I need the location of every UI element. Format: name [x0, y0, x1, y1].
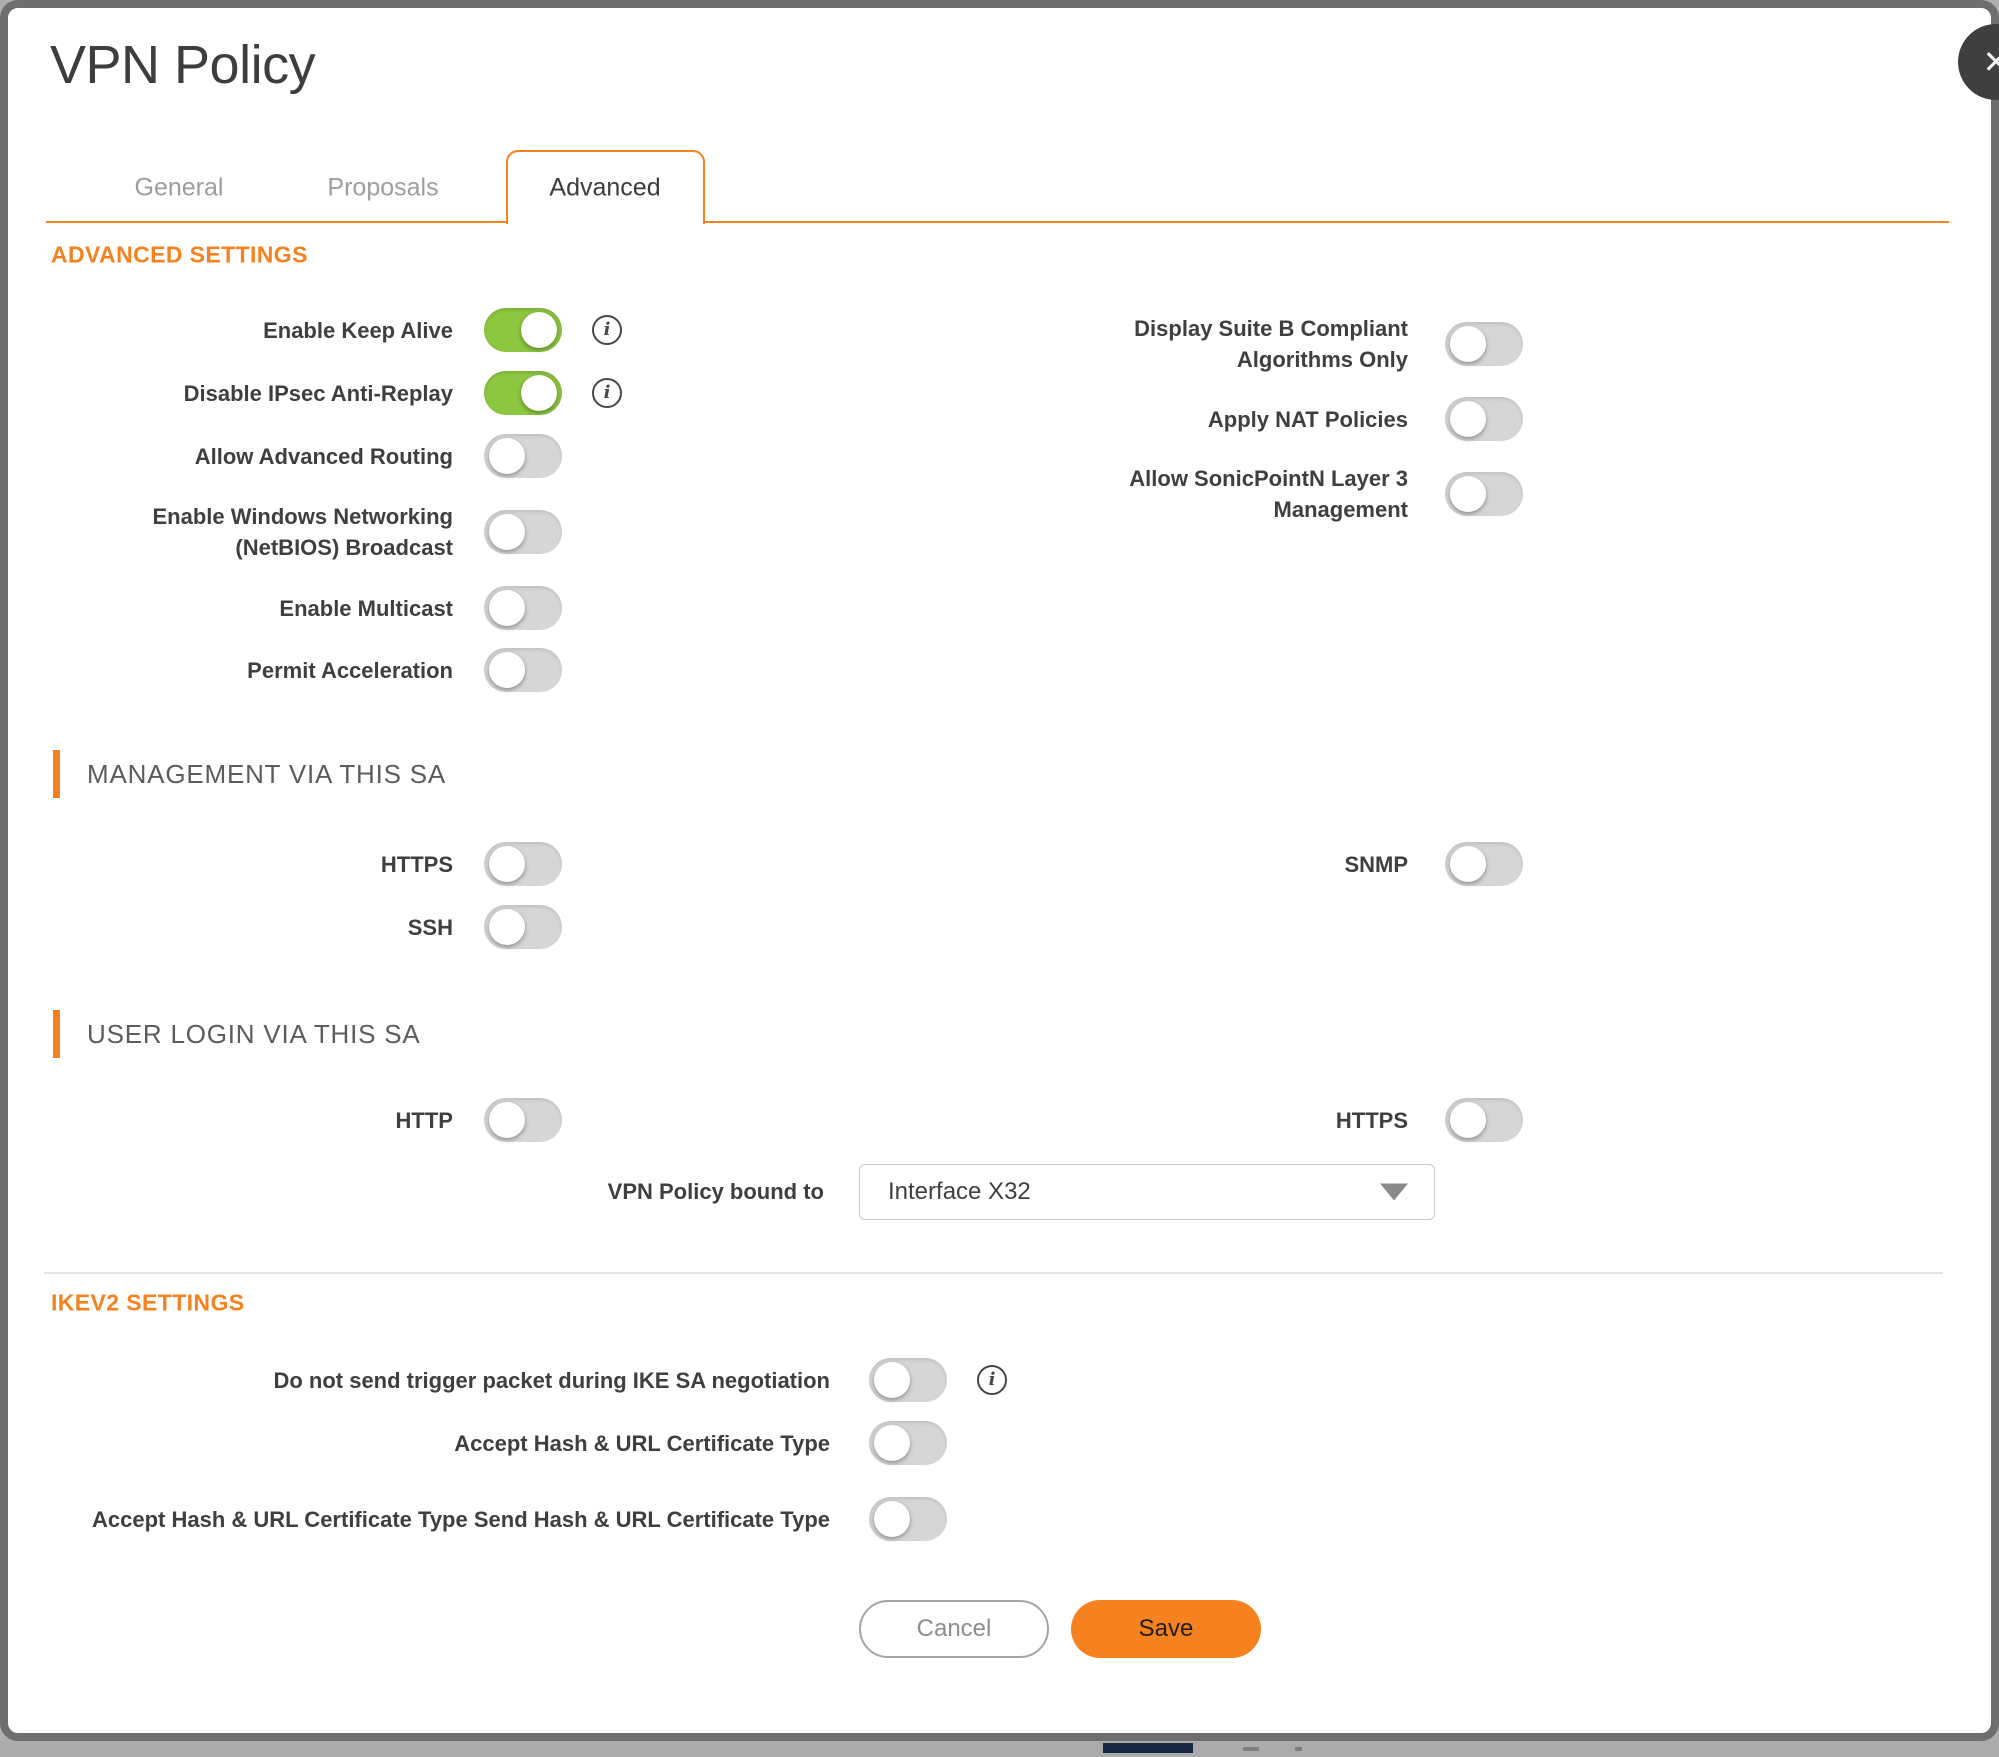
row-user-login-https: HTTPS: [1048, 1098, 1523, 1142]
row-management-https: HTTPS: [48, 842, 562, 886]
row-label: Display Suite B Compliant Algorithms Onl…: [1134, 316, 1408, 372]
save-button[interactable]: Save: [1071, 1600, 1261, 1658]
chevron-down-icon: [1380, 1183, 1408, 1201]
background-page-artifact: [1103, 1743, 1193, 1753]
row-suite-b-compliant: Display Suite B Compliant Algorithms Onl…: [1048, 313, 1523, 375]
row-enable-multicast: Enable Multicast: [48, 586, 562, 630]
tab-general[interactable]: General: [134, 173, 224, 202]
row-label: Allow SonicPointN Layer 3 Management: [1129, 466, 1408, 522]
row-label: Permit Acceleration: [247, 657, 453, 683]
section-accent-bar: [53, 750, 60, 798]
advanced-settings-heading: ADVANCED SETTINGS: [51, 241, 308, 268]
row-ike-no-trigger-packet: Do not send trigger packet during IKE SA…: [48, 1358, 1007, 1402]
toggle-accept-hash-url-cert[interactable]: [869, 1421, 947, 1465]
toggle-apply-nat-policies[interactable]: [1445, 397, 1523, 441]
section-divider: [44, 1272, 1943, 1274]
row-permit-acceleration: Permit Acceleration: [48, 648, 562, 692]
toggle-user-login-https[interactable]: [1445, 1098, 1523, 1142]
row-label: Accept Hash & URL Certificate Type Send …: [92, 1506, 830, 1532]
row-label: HTTP: [395, 1107, 453, 1133]
row-label: Do not send trigger packet during IKE SA…: [273, 1367, 830, 1393]
background-page-strip: [0, 1741, 1999, 1757]
toggle-management-ssh[interactable]: [484, 905, 562, 949]
toggle-enable-multicast[interactable]: [484, 586, 562, 630]
row-allow-advanced-routing: Allow Advanced Routing: [48, 434, 562, 478]
row-label: Disable IPsec Anti-Replay: [183, 380, 453, 406]
row-label: HTTPS: [380, 851, 453, 877]
row-label: HTTPS: [1335, 1107, 1408, 1133]
toggle-disable-ipsec-anti-replay[interactable]: [484, 371, 562, 415]
row-label: Accept Hash & URL Certificate Type: [454, 1430, 830, 1456]
toggle-accept-send-hash-url-cert[interactable]: [869, 1497, 947, 1541]
toggle-management-https[interactable]: [484, 842, 562, 886]
info-icon[interactable]: i: [592, 315, 622, 345]
row-user-login-http: HTTP: [48, 1098, 562, 1142]
toggle-management-snmp[interactable]: [1445, 842, 1523, 886]
toggle-suite-b-compliant[interactable]: [1445, 322, 1523, 366]
ikev2-settings-heading: IKEV2 SETTINGS: [51, 1289, 245, 1316]
page-title: VPN Policy: [50, 35, 316, 95]
row-apply-nat-policies: Apply NAT Policies: [1048, 397, 1523, 441]
row-management-snmp: SNMP: [1048, 842, 1523, 886]
row-accept-send-hash-url-cert: Accept Hash & URL Certificate Type Send …: [48, 1497, 947, 1541]
row-label: Enable Windows Networking (NetBIOS) Broa…: [152, 504, 454, 560]
toggle-user-login-http[interactable]: [484, 1098, 562, 1142]
row-label: Enable Multicast: [279, 595, 453, 621]
tab-bar-underline: [46, 221, 1949, 223]
row-netbios-broadcast: Enable Windows Networking (NetBIOS) Broa…: [48, 501, 562, 563]
row-label: SSH: [407, 914, 453, 940]
row-sonicpointn-layer3: Allow SonicPointN Layer 3 Management: [1048, 463, 1523, 525]
row-label: Apply NAT Policies: [1207, 406, 1408, 432]
cancel-button[interactable]: Cancel: [859, 1600, 1049, 1658]
row-enable-keep-alive: Enable Keep Alive i: [48, 308, 622, 352]
management-sa-heading: MANAGEMENT VIA THIS SA: [53, 750, 446, 798]
toggle-permit-acceleration[interactable]: [484, 648, 562, 692]
row-accept-hash-url-cert: Accept Hash & URL Certificate Type: [48, 1421, 947, 1465]
tab-proposals[interactable]: Proposals: [327, 173, 439, 202]
row-label: Enable Keep Alive: [263, 317, 453, 343]
row-label: Allow Advanced Routing: [194, 443, 453, 469]
vpn-policy-bound-to-label: VPN Policy bound to: [607, 1179, 824, 1204]
background-page-artifact: [1243, 1747, 1259, 1751]
tab-advanced[interactable]: Advanced: [549, 173, 661, 202]
toggle-allow-advanced-routing[interactable]: [484, 434, 562, 478]
toggle-enable-keep-alive[interactable]: [484, 308, 562, 352]
toggle-netbios-broadcast[interactable]: [484, 510, 562, 554]
toggle-ike-no-trigger-packet[interactable]: [869, 1358, 947, 1402]
selected-interface-value: Interface X32: [888, 1178, 1031, 1205]
row-management-ssh: SSH: [48, 905, 562, 949]
row-label: SNMP: [1344, 851, 1408, 877]
info-icon[interactable]: i: [977, 1365, 1007, 1395]
section-accent-bar: [53, 1010, 60, 1058]
row-disable-ipsec-anti-replay: Disable IPsec Anti-Replay i: [48, 371, 622, 415]
background-page-artifact: [1295, 1747, 1302, 1751]
user-login-sa-heading: USER LOGIN VIA THIS SA: [53, 1010, 421, 1058]
vpn-policy-bound-to-select[interactable]: Interface X32: [859, 1164, 1435, 1220]
toggle-sonicpointn-layer3[interactable]: [1445, 472, 1523, 516]
tab-advanced-frame: [506, 150, 705, 224]
info-icon[interactable]: i: [592, 378, 622, 408]
